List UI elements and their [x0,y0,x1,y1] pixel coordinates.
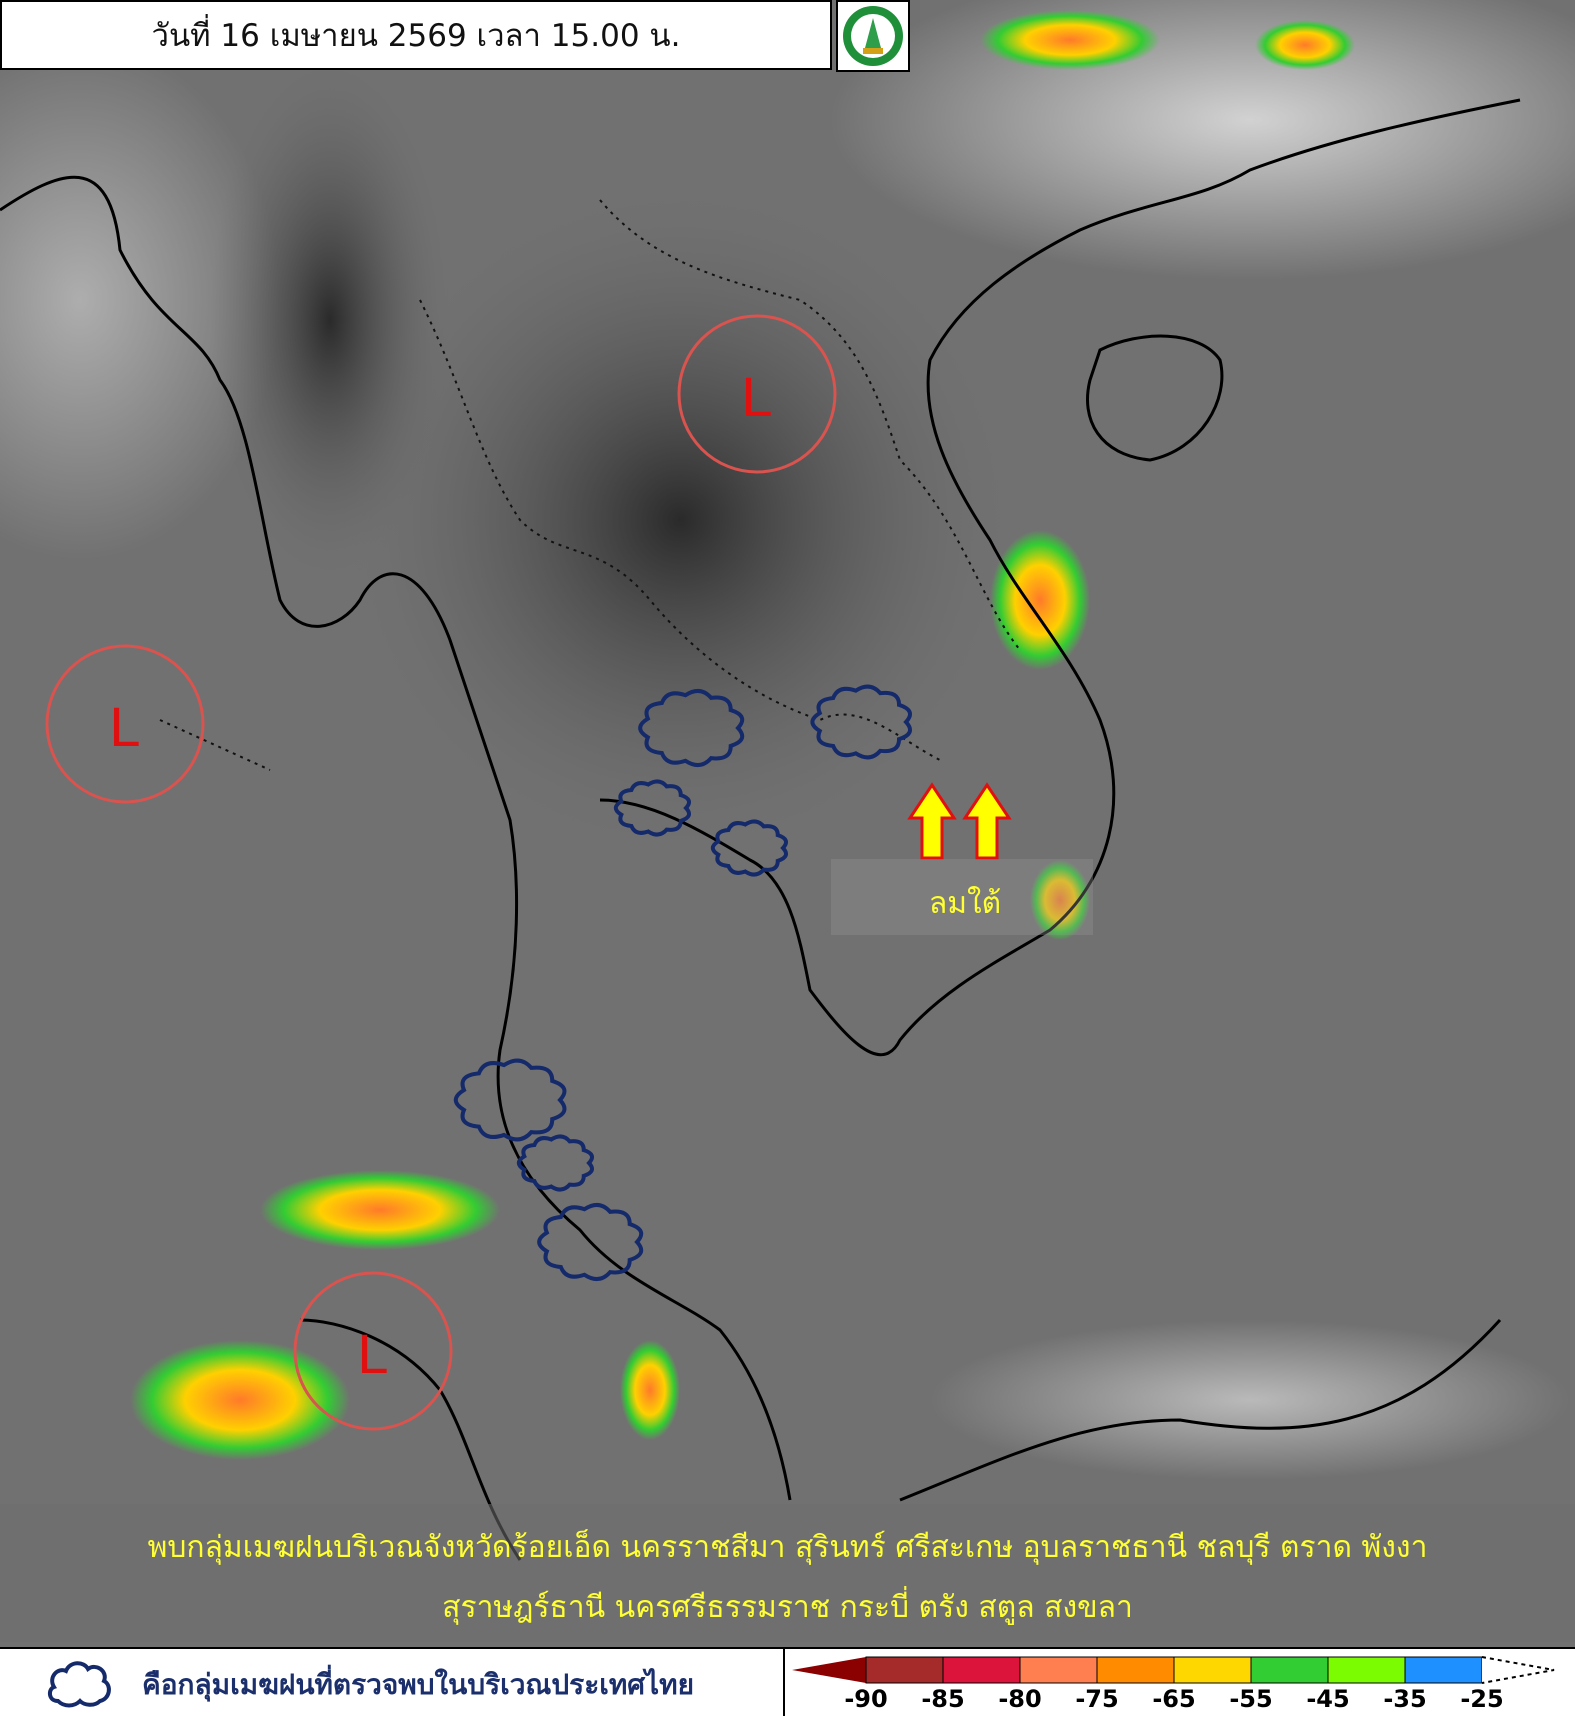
scale-tick-label: -55 [1229,1685,1273,1713]
scale-tick-label: -80 [998,1685,1042,1713]
scale-tick-label: -25 [1460,1685,1504,1713]
scale-swatch [1327,1656,1406,1684]
south-wind-label: ลมใต้ [928,886,1002,921]
scale-tick-label: -45 [1306,1685,1350,1713]
scale-swatch [865,1656,944,1684]
low-pressure-marker: L [293,1271,453,1431]
scale-swatch [1019,1656,1098,1684]
scale-swatch [1096,1656,1175,1684]
low-label: L [109,695,140,758]
rain-cloud-outline [710,819,788,877]
legend-bar: คือกลุ่มเมฆฝนที่ตรวจพบในบริเวณประเทศไทย … [0,1647,1575,1716]
low-label: L [357,1322,388,1385]
rain-cloud-outline [516,1134,594,1192]
rain-cloud-outline [453,1058,567,1142]
date-time-title: วันที่ 16 เมษายน 2569 เวลา 15.00 น. [0,0,832,70]
low-pressure-marker: L [45,644,205,804]
rain-cloud-outline [537,1203,644,1281]
scale-tick-label: -85 [921,1685,965,1713]
scale-tick-label: -65 [1152,1685,1196,1713]
low-pressure-marker: L [677,314,837,474]
scale-max-arrow [1481,1656,1555,1684]
rain-cloud-outline [613,779,691,837]
arrow-up-icon [962,782,1012,860]
cloud-outline-icon [47,1661,111,1708]
scale-swatch [1250,1656,1329,1684]
summary-line-2: สุราษฎร์ธานี นครศรีธรรมราช กระบี่ ตรัง ส… [442,1590,1133,1625]
title-text: วันที่ 16 เมษายน 2569 เวลา 15.00 น. [151,18,681,54]
scale-tick-label: -35 [1383,1685,1427,1713]
scale-min-arrow [792,1657,866,1683]
scale-swatch [1173,1656,1252,1684]
rain-cloud-outline [810,684,912,760]
tmd-seal-icon [843,6,903,66]
rain-cloud-outline [638,689,745,767]
south-wind-arrows [907,782,1012,860]
wind-label-box [831,859,1093,935]
scale-swatch [942,1656,1021,1684]
scale-tick-label: -90 [844,1685,888,1713]
scale-tick-label: -75 [1075,1685,1119,1713]
scale-swatch [1404,1656,1483,1684]
arrow-up-icon [907,782,957,860]
cloud-legend-text: คือกลุ่มเมฆฝนที่ตรวจพบในบริเวณประเทศไทย [142,1668,695,1701]
low-label: L [741,365,772,428]
cloud-legend: คือกลุ่มเมฆฝนที่ตรวจพบในบริเวณประเทศไทย [0,1649,785,1716]
tmd-logo [836,0,910,72]
summary-band: พบกลุ่มเมฆฝนบริเวณจังหวัดร้อยเอ็ด นครราช… [0,1504,1575,1642]
summary-line-1: พบกลุ่มเมฆฝนบริเวณจังหวัดร้อยเอ็ด นครราช… [147,1530,1428,1565]
temperature-scale: -90 -85 -80 -75 -65 -55 -45 -35 -25 [786,1649,1575,1716]
